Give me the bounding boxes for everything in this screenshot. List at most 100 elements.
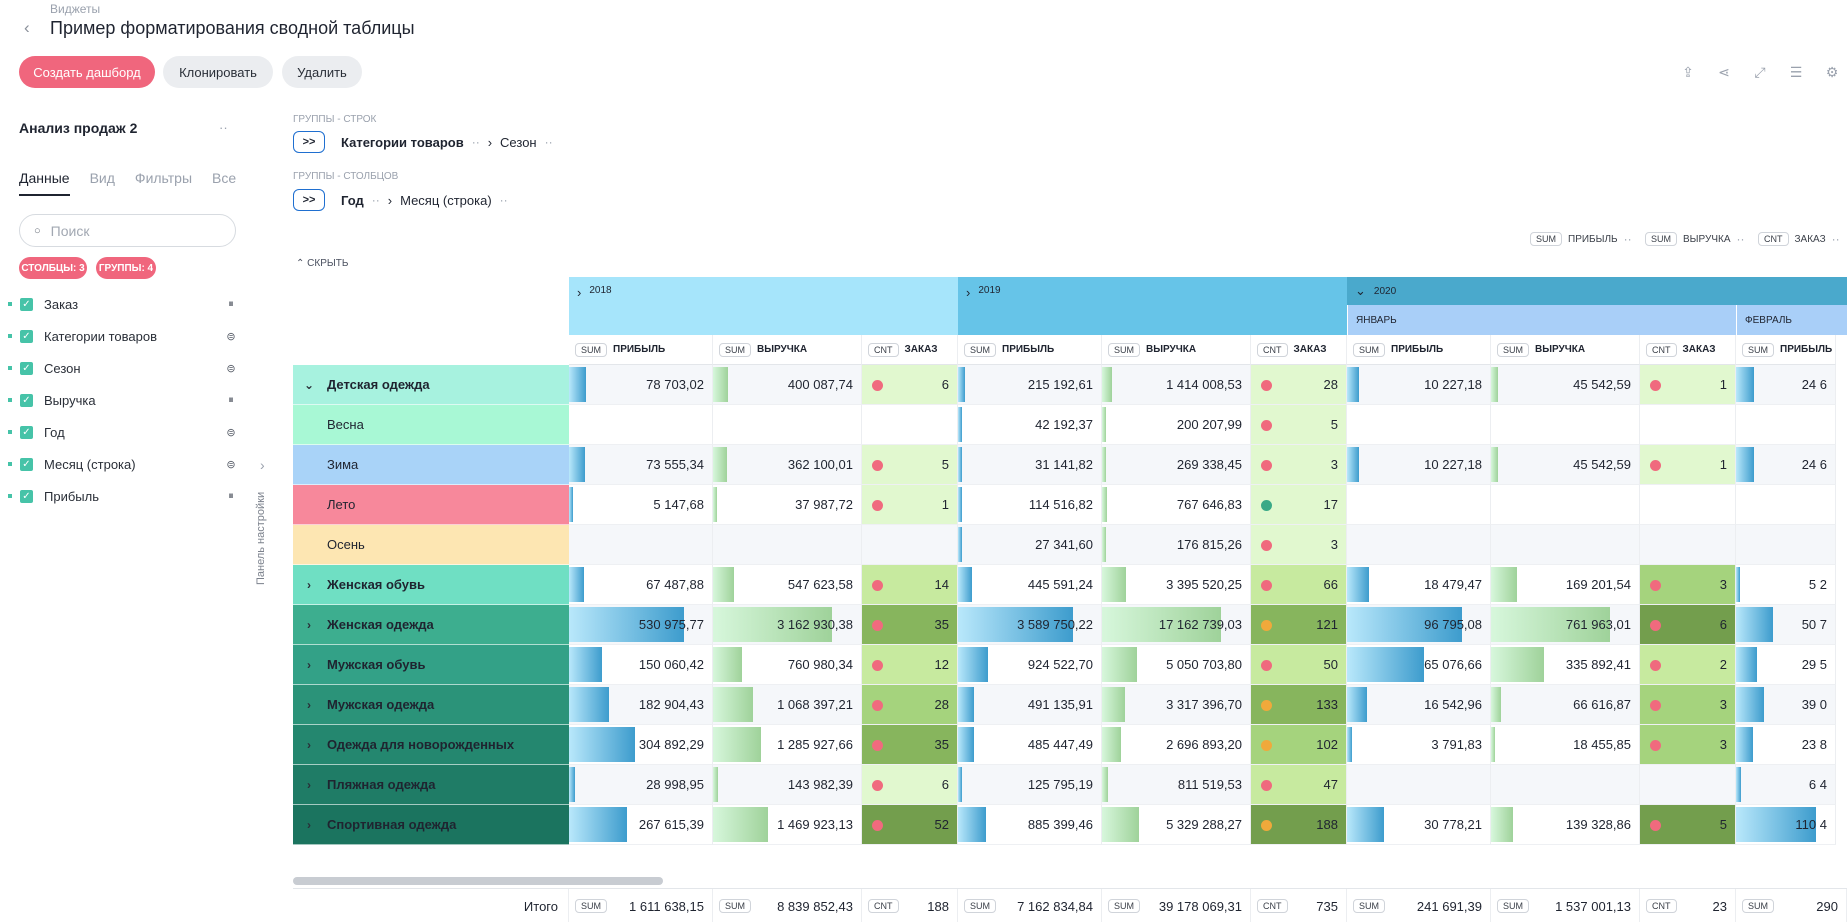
table-cell[interactable]: 269 338,45: [1102, 445, 1251, 485]
table-cell[interactable]: 114 516,82: [958, 485, 1102, 525]
table-cell[interactable]: 5 329 288,27: [1102, 805, 1251, 845]
column-group-month-more[interactable]: ··: [499, 193, 508, 207]
table-cell[interactable]: 17: [1251, 485, 1347, 525]
table-cell[interactable]: 811 519,53: [1102, 765, 1251, 805]
row-header[interactable]: › Женская одежда: [293, 605, 569, 645]
chevron-right-icon[interactable]: ›: [307, 577, 311, 592]
measure-header[interactable]: SUM ВЫРУЧКА: [713, 335, 862, 365]
table-cell[interactable]: [1347, 525, 1491, 565]
column-group-month[interactable]: Месяц (строка): [400, 192, 492, 208]
measure-header[interactable]: CNT ЗАКАЗ: [1251, 335, 1347, 365]
year-header[interactable]: › 2018: [569, 277, 958, 335]
chevron-right-icon[interactable]: ›: [307, 617, 311, 632]
fullscreen-icon[interactable]: ⤢: [1754, 64, 1766, 80]
table-cell[interactable]: 182 904,43: [569, 685, 713, 725]
table-cell[interactable]: [862, 405, 958, 445]
column-group-year[interactable]: Год: [341, 192, 364, 208]
year-header[interactable]: › 2019: [958, 277, 1347, 335]
table-cell[interactable]: 78 703,02: [569, 365, 713, 405]
tab-filters[interactable]: Фильтры: [134, 170, 193, 186]
measure-header[interactable]: SUM ВЫРУЧКА: [1102, 335, 1251, 365]
breadcrumb[interactable]: Виджеты: [50, 2, 101, 16]
table-cell[interactable]: 267 615,39: [569, 805, 713, 845]
table-cell[interactable]: 10 227,18: [1347, 365, 1491, 405]
table-cell[interactable]: 17 162 739,03: [1102, 605, 1251, 645]
table-cell[interactable]: 400 087,74: [713, 365, 862, 405]
table-cell[interactable]: 491 135,91: [958, 685, 1102, 725]
table-cell[interactable]: [862, 525, 958, 565]
table-cell[interactable]: 3 162 930,38: [713, 605, 862, 645]
checkbox[interactable]: ✓: [20, 425, 33, 439]
table-cell[interactable]: 96 795,08: [1347, 605, 1491, 645]
table-cell[interactable]: 215 192,61: [958, 365, 1102, 405]
delete-button[interactable]: Удалить: [282, 56, 362, 88]
checkbox[interactable]: ✓: [20, 457, 33, 471]
table-cell[interactable]: 3 395 520,25: [1102, 565, 1251, 605]
table-cell[interactable]: 102: [1251, 725, 1347, 765]
table-cell[interactable]: 200 207,99: [1102, 405, 1251, 445]
table-cell[interactable]: 5 2: [1736, 565, 1836, 605]
create-dashboard-button[interactable]: Создать дашборд: [19, 56, 155, 88]
measure-header[interactable]: SUM ПРИБЫЛЬ: [1347, 335, 1491, 365]
table-cell[interactable]: 31 141,82: [958, 445, 1102, 485]
table-cell[interactable]: 18 455,85: [1491, 725, 1640, 765]
measure-chip-revenue[interactable]: SUM ВЫРУЧКА ··: [1645, 232, 1745, 246]
table-cell[interactable]: 3 317 396,70: [1102, 685, 1251, 725]
more-icon[interactable]: ··: [219, 120, 228, 135]
drag-handle-icon[interactable]: ⊜: [226, 362, 236, 375]
checkbox[interactable]: ✓: [20, 297, 33, 311]
table-cell[interactable]: [1640, 765, 1736, 805]
table-cell[interactable]: 530 975,77: [569, 605, 713, 645]
table-cell[interactable]: 50 7: [1736, 605, 1836, 645]
measure-header[interactable]: CNT ЗАКАЗ: [1640, 335, 1736, 365]
table-cell[interactable]: [1736, 525, 1836, 565]
field-item[interactable]: ✓ Сезон ⊜: [8, 358, 238, 378]
table-cell[interactable]: 28: [1251, 365, 1347, 405]
drag-handle-icon[interactable]: ⊜: [226, 330, 236, 343]
table-cell[interactable]: 3: [1640, 725, 1736, 765]
row-header[interactable]: › Женская обувь: [293, 565, 569, 605]
table-cell[interactable]: 1: [862, 485, 958, 525]
table-cell[interactable]: 169 201,54: [1491, 565, 1640, 605]
checkbox[interactable]: ✓: [20, 329, 33, 343]
expand-columns-button[interactable]: >>: [293, 189, 325, 211]
drag-handle-icon[interactable]: ⊜: [226, 458, 236, 471]
row-header[interactable]: Весна: [293, 405, 569, 445]
chevron-right-icon[interactable]: ›: [307, 657, 311, 672]
measure-chip-orders[interactable]: CNT ЗАКАЗ ··: [1758, 232, 1840, 246]
table-cell[interactable]: 3 791,83: [1347, 725, 1491, 765]
table-cell[interactable]: 125 795,19: [958, 765, 1102, 805]
table-cell[interactable]: 45 542,59: [1491, 365, 1640, 405]
row-header[interactable]: › Пляжная одежда: [293, 765, 569, 805]
field-item[interactable]: ✓ Месяц (строка) ⊜: [8, 454, 238, 474]
expand-panel-icon[interactable]: ›: [260, 457, 265, 473]
table-cell[interactable]: 2 696 893,20: [1102, 725, 1251, 765]
table-cell[interactable]: 133: [1251, 685, 1347, 725]
tab-all[interactable]: Все: [212, 170, 237, 186]
table-cell[interactable]: 35: [862, 605, 958, 645]
drag-handle-icon[interactable]: ⏸: [228, 489, 234, 502]
table-cell[interactable]: 52: [862, 805, 958, 845]
field-item[interactable]: ✓ Год ⊜: [8, 422, 238, 442]
table-cell[interactable]: [1491, 765, 1640, 805]
measure-header[interactable]: SUM ПРИБЫЛЬ: [1736, 335, 1836, 365]
month-header[interactable]: ЯНВАРЬ: [1347, 305, 1736, 335]
table-cell[interactable]: [1640, 405, 1736, 445]
year-header[interactable]: ⌄ 2020: [1347, 277, 1847, 305]
table-cell[interactable]: 10 227,18: [1347, 445, 1491, 485]
table-cell[interactable]: [713, 525, 862, 565]
field-item[interactable]: ✓ Заказ ⏸: [8, 294, 238, 314]
field-item[interactable]: ✓ Выручка ⏸: [8, 390, 238, 410]
table-cell[interactable]: 760 980,34: [713, 645, 862, 685]
table-cell[interactable]: 121: [1251, 605, 1347, 645]
table-cell[interactable]: 14: [862, 565, 958, 605]
field-item[interactable]: ✓ Категории товаров ⊜: [8, 326, 238, 346]
table-cell[interactable]: 42 192,37: [958, 405, 1102, 445]
table-cell[interactable]: 924 522,70: [958, 645, 1102, 685]
table-cell[interactable]: 547 623,58: [713, 565, 862, 605]
table-cell[interactable]: 5 147,68: [569, 485, 713, 525]
table-cell[interactable]: 3: [1251, 445, 1347, 485]
row-header[interactable]: › Мужская одежда: [293, 685, 569, 725]
table-cell[interactable]: 6 4: [1736, 765, 1836, 805]
table-cell[interactable]: 27 341,60: [958, 525, 1102, 565]
